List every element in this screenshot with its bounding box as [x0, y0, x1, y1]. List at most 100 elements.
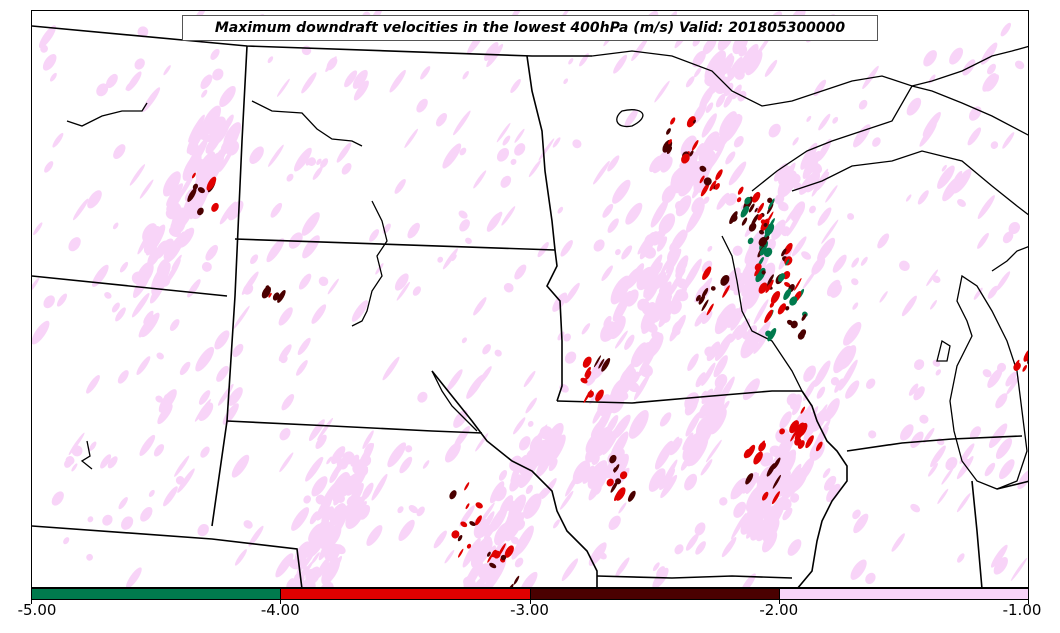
field-blob	[815, 441, 823, 452]
field-blob	[311, 552, 320, 565]
field-blob	[500, 175, 512, 188]
field-blob	[352, 69, 368, 89]
field-blob	[668, 139, 672, 145]
field-blob	[919, 414, 929, 424]
field-blob	[732, 245, 743, 256]
field-blob	[51, 491, 64, 506]
field-blob	[748, 222, 757, 232]
field-blob	[453, 410, 468, 428]
field-blob	[714, 333, 733, 361]
field-blob	[765, 279, 774, 293]
field-blob	[296, 360, 308, 376]
field-blob	[740, 573, 756, 587]
field-blob	[528, 160, 541, 178]
field-blob	[486, 575, 495, 585]
field-blob	[936, 438, 945, 446]
field-blob	[613, 464, 620, 473]
field-blob	[131, 292, 150, 318]
lake-superior-south-shore	[751, 85, 1028, 192]
field-blob	[781, 226, 791, 237]
field-blob	[752, 191, 761, 203]
field-blob	[755, 504, 769, 527]
field-blob	[767, 197, 773, 203]
field-blob	[747, 237, 754, 245]
island-outline	[616, 109, 644, 128]
field-blob	[923, 427, 935, 444]
field-blob	[371, 473, 388, 501]
field-blob	[993, 557, 1008, 575]
field-blob	[667, 271, 684, 299]
field-blob	[701, 287, 709, 298]
field-blob	[758, 282, 768, 294]
field-blob	[151, 262, 171, 292]
field-blob	[977, 195, 995, 220]
field-blob	[232, 343, 244, 358]
field-blob	[731, 84, 742, 100]
field-blob	[568, 58, 574, 65]
field-blob	[572, 139, 582, 149]
field-blob	[720, 278, 726, 284]
colorbar-segment	[530, 589, 780, 599]
field-blob	[928, 74, 936, 84]
field-blob	[625, 202, 643, 225]
missouri-river-lower	[431, 370, 478, 432]
field-blob	[143, 310, 154, 325]
field-blob	[941, 164, 947, 172]
field-blob	[701, 113, 717, 138]
field-blob	[316, 557, 330, 579]
field-blob	[205, 244, 218, 261]
field-blob	[900, 424, 914, 441]
field-blob	[560, 240, 573, 257]
field-blob	[614, 330, 628, 349]
field-blob	[275, 553, 294, 578]
field-blob	[137, 26, 149, 38]
field-blob	[746, 59, 757, 75]
field-blob	[561, 558, 579, 581]
field-blob	[353, 80, 369, 101]
field-blob	[768, 123, 781, 138]
field-blob	[685, 76, 695, 88]
field-blob	[196, 152, 213, 178]
field-blob	[363, 442, 373, 456]
field-blob	[987, 285, 999, 299]
field-blob	[754, 207, 758, 213]
field-blob	[146, 320, 155, 330]
field-blob	[696, 524, 706, 536]
field-blob	[818, 113, 831, 131]
field-blob	[279, 428, 291, 441]
field-blob	[72, 198, 89, 221]
field-blob	[405, 445, 413, 453]
field-blob	[417, 391, 428, 403]
field-blob	[451, 254, 457, 262]
field-blob	[362, 430, 374, 450]
field-blob	[761, 491, 769, 501]
field-blob	[801, 251, 812, 260]
field-blob	[741, 217, 748, 226]
field-blob	[643, 265, 661, 295]
field-blob	[32, 320, 50, 345]
field-blob	[312, 166, 323, 180]
field-blob	[662, 459, 678, 484]
field-blob	[630, 263, 645, 285]
field-blob	[922, 111, 941, 137]
field-blob	[691, 140, 699, 151]
field-blob	[780, 475, 794, 489]
field-blob	[740, 510, 758, 535]
field-blob	[331, 446, 346, 465]
field-blob	[465, 503, 470, 510]
field-blob	[325, 56, 337, 72]
field-blob	[982, 369, 992, 378]
field-blob	[618, 502, 627, 514]
field-blob	[435, 112, 448, 127]
field-blob	[279, 452, 294, 473]
field-blob	[174, 455, 190, 477]
field-blob	[325, 525, 341, 551]
field-blob	[745, 484, 766, 513]
field-blob	[674, 544, 684, 555]
field-blob	[112, 222, 119, 230]
field-blob	[709, 408, 727, 435]
field-blob	[104, 292, 112, 299]
field-blob	[695, 415, 713, 438]
field-blob	[267, 56, 274, 64]
field-blob	[318, 276, 329, 287]
